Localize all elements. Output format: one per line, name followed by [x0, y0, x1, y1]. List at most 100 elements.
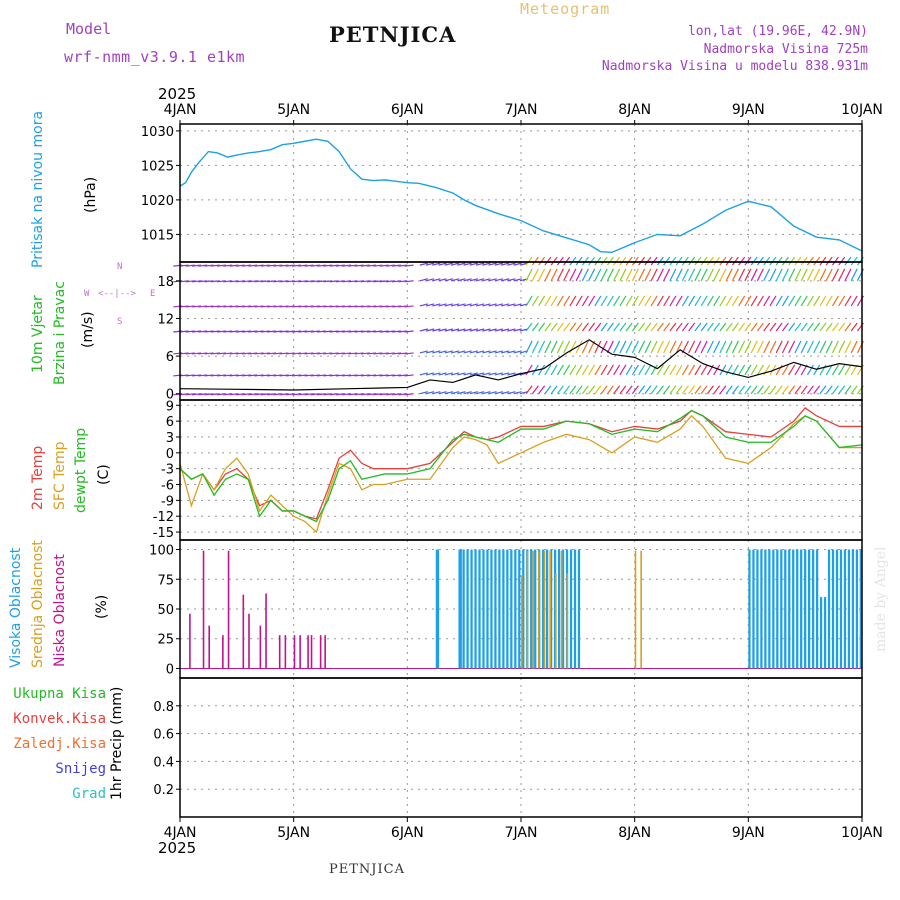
- wind-arrow: [669, 268, 677, 282]
- wind-arrow: [463, 391, 472, 395]
- wind-arrow: [600, 268, 608, 282]
- wind-arrow: [385, 330, 395, 333]
- wind-arrow: [744, 340, 752, 354]
- wind-arrow: [813, 364, 821, 376]
- wind-arrow: [248, 280, 258, 283]
- wind-arrow: [544, 385, 552, 395]
- high-cloud-bar: [466, 549, 469, 669]
- wind-arrow: [600, 340, 608, 354]
- high-cloud-bar: [851, 549, 855, 669]
- wind-arrow: [204, 393, 214, 396]
- wind-arrow: [656, 295, 664, 307]
- high-cloud-bar: [823, 597, 827, 669]
- wind-arrow: [348, 374, 358, 377]
- wind-arrow: [229, 393, 239, 396]
- wind-arrow: [756, 268, 764, 282]
- high-cloud-bar: [458, 549, 461, 669]
- wind-arrow: [248, 352, 258, 355]
- high-cloud-bar: [530, 549, 533, 669]
- wind-arrow: [404, 305, 414, 308]
- wind-arrow: [457, 350, 466, 354]
- wind-arrow: [838, 340, 846, 354]
- wind-arrow: [425, 391, 435, 395]
- wind-arrow: [788, 385, 796, 395]
- wind-arrow: [806, 295, 814, 307]
- wind-arrow: [379, 280, 389, 283]
- wind-arrow: [638, 364, 646, 376]
- wind-arrow: [650, 256, 658, 266]
- wind-arrow: [781, 364, 789, 376]
- wind-arrow: [719, 295, 727, 307]
- wind-arrow: [204, 305, 214, 308]
- wind-arrow: [719, 364, 727, 376]
- wind-arrow: [681, 256, 689, 266]
- wind-arrow: [235, 280, 245, 283]
- wind-arrow: [819, 364, 827, 376]
- wind-arrow: [681, 385, 689, 395]
- wind-arrow: [569, 268, 577, 282]
- wind-arrow: [581, 295, 589, 307]
- wind-arrow: [304, 374, 314, 377]
- wind-arrow: [254, 305, 264, 308]
- wind-arrow: [556, 256, 564, 266]
- wind-arrow: [198, 264, 208, 267]
- low-cloud-bar: [307, 635, 309, 669]
- wind-arrow: [763, 340, 771, 354]
- wind-arrow: [438, 262, 447, 266]
- wind-arrow: [185, 280, 195, 283]
- wind-arrow: [432, 350, 441, 354]
- wind-arrow: [813, 256, 821, 266]
- xtick-label-top: 9JAN: [732, 102, 765, 118]
- wind-arrow: [519, 328, 529, 332]
- wind-arrow: [273, 393, 283, 396]
- wind-arrow: [588, 295, 596, 307]
- high-cloud-bar: [482, 549, 485, 669]
- high-cloud-bar: [557, 549, 561, 669]
- wind-arrow: [769, 268, 777, 282]
- wind-arrow: [360, 352, 370, 355]
- wind-arrow: [769, 295, 777, 307]
- wind-arrow: [342, 305, 352, 308]
- wind-arrow: [650, 340, 658, 354]
- wind-arrow: [588, 322, 596, 332]
- wind-arrow: [254, 352, 264, 355]
- wind-arrow: [494, 350, 504, 354]
- wind-arrow: [379, 330, 389, 333]
- wind-arrow: [266, 374, 277, 377]
- wind-arrow: [254, 264, 264, 267]
- wind-arrow: [550, 256, 558, 266]
- wind-arrow: [185, 352, 195, 355]
- high-cloud-bar: [831, 549, 835, 669]
- wind-arrow: [379, 352, 389, 355]
- wind-arrow: [204, 264, 214, 267]
- wind-arrow: [681, 322, 689, 332]
- wind-arrow: [700, 256, 708, 266]
- wind-arrow: [185, 330, 195, 333]
- wind-arrow: [191, 393, 202, 396]
- wind-arrow: [266, 352, 277, 355]
- wind-arrow: [688, 256, 696, 266]
- wind-arrow: [179, 280, 189, 283]
- low-cloud-bar: [319, 635, 322, 669]
- wind-arrow: [507, 350, 516, 354]
- wind-arrow: [373, 352, 383, 355]
- wind-arrow: [744, 385, 752, 395]
- wind-arrow: [223, 352, 233, 355]
- wind-arrow: [507, 303, 516, 307]
- wind-arrow: [700, 295, 708, 307]
- wind-arrow: [432, 262, 441, 266]
- wind-arrow: [819, 268, 827, 282]
- wind-arrow: [304, 264, 314, 267]
- wind-arrow: [550, 385, 558, 395]
- wind-arrow: [373, 280, 383, 283]
- high-cloud-bar: [549, 549, 553, 669]
- wind-arrow: [844, 256, 852, 266]
- wind-arrow: [706, 268, 714, 282]
- wind-arrow: [367, 330, 377, 333]
- wind-arrow: [581, 340, 589, 354]
- wind-arrow: [457, 391, 466, 395]
- wind-arrow: [556, 385, 564, 395]
- wind-arrow: [825, 295, 833, 307]
- compass-e: E: [150, 289, 156, 299]
- wind-arrow: [223, 280, 233, 283]
